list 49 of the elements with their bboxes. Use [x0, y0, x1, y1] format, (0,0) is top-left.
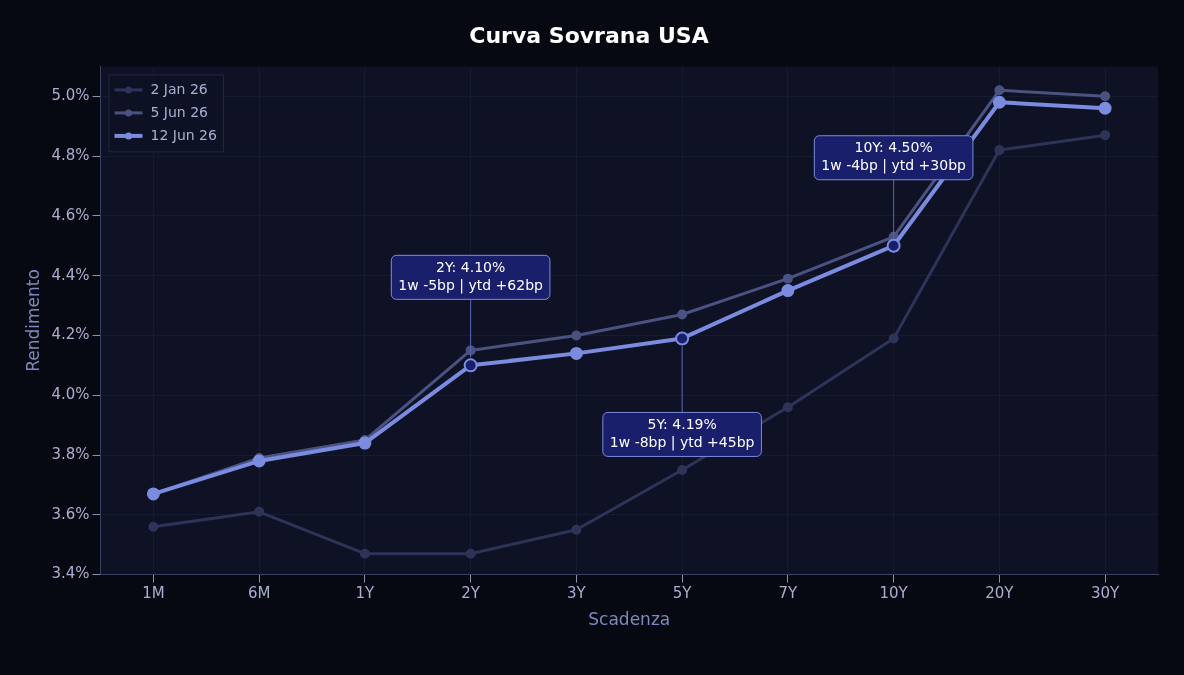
y-tick-label: 4.6%	[51, 205, 90, 224]
x-axis-title: Scadenza	[588, 609, 671, 630]
point	[465, 548, 476, 559]
x-tick-label: 30Y	[1091, 584, 1121, 603]
y-tick-label: 3.4%	[51, 564, 90, 583]
point	[1098, 101, 1112, 115]
point	[888, 333, 899, 344]
point	[781, 284, 795, 298]
annotation: 2Y: 4.10% 1w -5bp | ytd +62bp	[398, 258, 544, 294]
chart-title: Curva Sovrana USA	[469, 22, 709, 48]
y-tick-label: 3.6%	[51, 504, 90, 523]
point	[571, 524, 582, 535]
point	[359, 548, 370, 559]
point	[992, 95, 1006, 109]
point	[148, 521, 159, 532]
point	[1100, 130, 1111, 141]
x-tick-label: 6M	[247, 584, 271, 603]
x-tick-label: 2Y	[461, 584, 481, 603]
annotation: 10Y: 4.50% 1w -4bp | ytd +30bp	[821, 139, 967, 175]
point	[254, 506, 265, 517]
point	[252, 454, 266, 468]
x-tick-label: 7Y	[778, 584, 799, 603]
y-tick-label: 4.8%	[51, 145, 90, 164]
y-tick-label: 4.2%	[51, 325, 90, 344]
legend-label: 12 Jun 26	[150, 126, 217, 143]
x-tick-label: 20Y	[985, 584, 1015, 603]
y-tick-label: 4.4%	[51, 265, 90, 284]
x-tick-label: 1Y	[355, 584, 376, 603]
x-tick-label: 10Y	[879, 584, 909, 603]
point	[571, 330, 582, 341]
point	[782, 402, 793, 413]
point	[677, 309, 688, 320]
legend-label: 2 Jan 26	[150, 80, 208, 97]
point	[1100, 91, 1111, 102]
point	[677, 464, 688, 475]
y-tick-label: 4.0%	[51, 385, 90, 404]
point	[782, 273, 793, 284]
point	[994, 145, 1005, 156]
y-tick-label: 3.8%	[51, 444, 90, 463]
point	[569, 346, 583, 360]
x-tick-label: 3Y	[567, 584, 587, 603]
x-tick-label: 1M	[142, 584, 165, 603]
legend-label: 5 Jun 26	[150, 103, 209, 120]
point	[994, 85, 1005, 96]
y-axis-title: Rendimento	[22, 269, 43, 372]
annotation: 5Y: 4.19% 1w -8bp | ytd +45bp	[609, 416, 755, 452]
point	[358, 436, 372, 450]
x-tick-label: 5Y	[672, 584, 693, 603]
y-tick-label: 5.0%	[51, 86, 90, 105]
